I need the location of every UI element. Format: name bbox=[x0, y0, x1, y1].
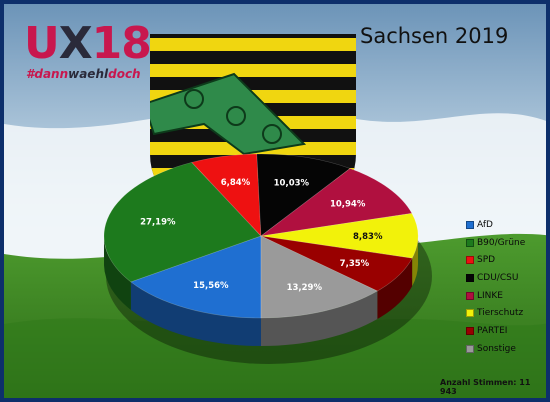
pie-slice bbox=[103, 162, 262, 283]
hashtag-mid: waehl bbox=[68, 67, 109, 81]
legend-item: Sonstige bbox=[466, 340, 525, 358]
pie-slice-side bbox=[412, 236, 418, 287]
legend-item: SPD bbox=[466, 251, 525, 269]
pie-data-label: 10,94% bbox=[330, 199, 366, 209]
logo-letter-u: U bbox=[24, 18, 60, 69]
pie-slice bbox=[130, 235, 262, 319]
hashtag-prefix: #dann bbox=[26, 67, 69, 81]
legend-label: Sonstige bbox=[477, 343, 516, 354]
chart-legend: AfD B90/Grüne SPD CDU/CSU LINKE Tierschutz PAR… bbox=[466, 216, 525, 358]
legend-label: LINKE bbox=[477, 290, 503, 301]
pie-slice bbox=[260, 235, 379, 319]
legend-swatch bbox=[466, 220, 474, 229]
legend-item: B90/Grüne bbox=[466, 234, 525, 252]
chart-title: Sachsen 2019 bbox=[360, 24, 509, 48]
legend-label: CDU/CSU bbox=[477, 272, 519, 283]
pie-slice-side bbox=[130, 281, 261, 346]
ux18-logo: UX18 bbox=[24, 22, 152, 66]
pie-slice bbox=[191, 153, 262, 237]
legend-label: AfD bbox=[477, 219, 493, 230]
legend-swatch bbox=[466, 256, 474, 265]
rue-leaf-icon bbox=[262, 124, 282, 144]
pie-data-label: 10,03% bbox=[274, 179, 310, 189]
legend-item: Tierschutz bbox=[466, 304, 525, 322]
pie-data-label: 15,56% bbox=[193, 281, 229, 291]
pie-data-label: 7,35% bbox=[340, 259, 370, 269]
flag-green-fold bbox=[4, 318, 546, 398]
pie-data-label: 8,83% bbox=[353, 232, 383, 242]
hashtag-suffix: doch bbox=[108, 67, 141, 81]
legend-item: AfD bbox=[466, 216, 525, 234]
legend-swatch bbox=[466, 291, 474, 300]
chart-scene: 15,56% 27,19% 6,84% 10,03% 10,94% 8,83% 7,35% 1… bbox=[4, 4, 546, 398]
pie-slice-side bbox=[104, 237, 131, 310]
pie-slice-side bbox=[261, 291, 378, 346]
legend-label: PARTEI bbox=[477, 325, 508, 336]
vote-count-footnote: Anzahl Stimmen: 11 943 bbox=[440, 378, 531, 396]
logo-hashtag: #dannwaehldoch bbox=[26, 67, 141, 81]
legend-item: LINKE bbox=[466, 287, 525, 305]
pie-slice bbox=[260, 212, 419, 259]
legend-swatch bbox=[466, 309, 474, 318]
legend-item: PARTEI bbox=[466, 322, 525, 340]
legend-swatch bbox=[466, 238, 474, 247]
rue-leaf-icon bbox=[184, 89, 204, 109]
legend-swatch bbox=[466, 344, 474, 353]
legend-label: B90/Grüne bbox=[477, 237, 526, 248]
pie-slice bbox=[256, 153, 351, 237]
pie-slice bbox=[260, 235, 413, 292]
coat-of-arms bbox=[150, 34, 356, 226]
pie-data-label: 6,84% bbox=[221, 178, 251, 188]
coat-of-arms-stripe bbox=[150, 64, 356, 77]
pie-data-label: 13,29% bbox=[287, 283, 323, 293]
logo-number: 18 bbox=[91, 18, 152, 69]
pie-slice-side bbox=[377, 258, 413, 320]
legend-item: CDU/CSU bbox=[466, 269, 525, 287]
legend-label: SPD bbox=[477, 255, 496, 266]
pie-chart: 15,56% 27,19% 6,84% 10,03% 10,94% 8,83% 7,35% 1… bbox=[103, 153, 432, 364]
legend-swatch bbox=[466, 273, 474, 282]
rue-leaf-icon bbox=[226, 106, 246, 126]
coat-of-arms-stripe bbox=[150, 38, 356, 51]
pie-data-label: 27,19% bbox=[140, 218, 176, 228]
pie-slice bbox=[260, 168, 413, 237]
legend-label: Tierschutz bbox=[477, 308, 524, 319]
legend-swatch bbox=[466, 326, 474, 335]
logo-letter-x: X bbox=[58, 18, 93, 69]
